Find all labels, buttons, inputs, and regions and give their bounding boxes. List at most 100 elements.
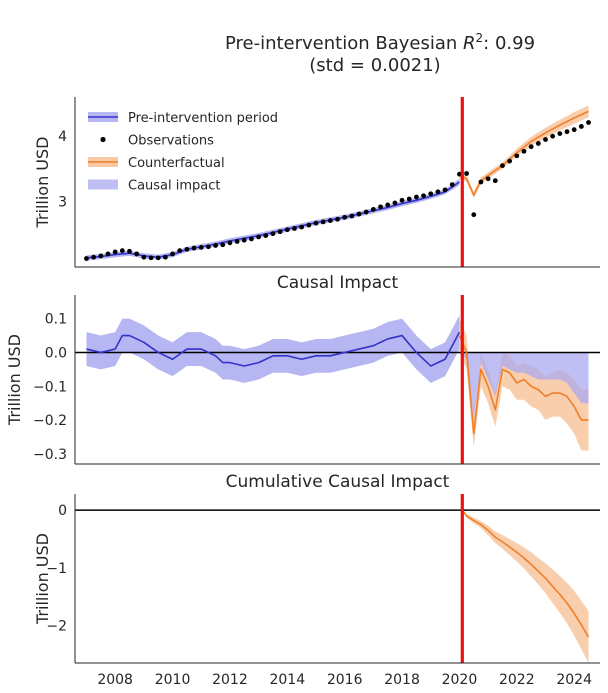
observation-point: [320, 219, 326, 225]
x-tick-label: 2008: [97, 672, 133, 688]
observation-point: [119, 248, 125, 254]
observation-point: [586, 120, 591, 125]
observation-point: [292, 226, 297, 231]
observation-point: [471, 212, 477, 218]
x-tick-label: 2016: [327, 672, 363, 688]
observation-point: [134, 251, 140, 257]
fit-band: [86, 315, 460, 383]
observation-point: [112, 249, 118, 255]
figure-title-line1: Pre-intervention Bayesian R2: 0.99: [225, 31, 535, 54]
observation-point: [313, 220, 319, 226]
observation-point: [535, 141, 541, 146]
x-tick-label: 2024: [556, 672, 592, 688]
legend-label: Counterfactual: [128, 156, 225, 171]
y-tick-label: 3: [58, 195, 67, 211]
y-tick-label: −0.3: [33, 447, 67, 463]
observation-point: [141, 254, 147, 260]
fit-line: [86, 331, 461, 367]
observation-point: [206, 244, 211, 250]
observation-point: [370, 207, 376, 212]
title-suffix: : 0.99: [483, 33, 535, 54]
title-superscript: 2: [476, 31, 484, 45]
observation-point: [514, 153, 520, 159]
observation-point: [249, 236, 254, 242]
observation-point: [543, 137, 548, 142]
y-tick-label: 4: [58, 129, 67, 145]
counterfactual-band: [462, 510, 589, 663]
observation-point: [327, 218, 333, 223]
x-tick-label: 2012: [212, 672, 248, 688]
y-tick-label: 0.0: [45, 345, 67, 361]
observation-point: [392, 200, 398, 206]
y-tick-label: −1: [46, 561, 67, 577]
observation-point: [413, 194, 419, 200]
observation-point: [578, 124, 584, 129]
observation-point: [98, 253, 104, 259]
observation-point: [464, 171, 469, 176]
panel-3: Cumulative Causal Impact −2 −1 0 Trillion US…: [33, 472, 600, 688]
observation-point: [363, 209, 369, 215]
legend-label: Observations: [128, 134, 214, 149]
observation-point: [263, 233, 269, 239]
y-axis-label: Trillion USD: [5, 334, 24, 426]
panel-1: 3 4 Trillion USD Pre-intervention period Obs…: [33, 97, 600, 268]
observation-point: [399, 197, 405, 203]
observation-point: [342, 214, 348, 220]
legend-swatch-impact-band: [88, 179, 118, 190]
observation-point: [478, 179, 484, 185]
y-tick-label: −0.2: [33, 413, 67, 429]
observation-point: [385, 202, 391, 208]
panel-2: Causal Impact −0.3 −0.2 −0.1 0.0 0.1 Trillion …: [5, 273, 600, 465]
observation-point: [148, 255, 154, 261]
observation-point: [84, 256, 89, 261]
title-r-symbol: R: [463, 33, 476, 54]
observation-point: [220, 242, 226, 248]
legend-label: Causal impact: [128, 179, 221, 194]
observation-point: [256, 234, 262, 240]
y-tick-label: −0.1: [33, 379, 67, 395]
observation-point: [198, 244, 204, 250]
observation-point: [270, 231, 276, 237]
counterfactual-band: [459, 318, 589, 451]
observation-point: [234, 239, 240, 244]
observation-point: [550, 133, 556, 139]
observation-point: [485, 176, 491, 182]
x-tick-label: 2014: [269, 672, 305, 688]
observation-point: [170, 251, 175, 257]
x-tick-label: 2020: [442, 672, 478, 688]
observation-point: [507, 158, 513, 164]
y-tick-label: −2: [46, 619, 67, 635]
y-tick-label: 0: [58, 503, 67, 519]
observation-point: [521, 148, 527, 154]
counterfactual-band: [459, 105, 589, 199]
observation-point: [155, 255, 161, 261]
observation-point: [184, 246, 190, 252]
observation-point: [421, 193, 426, 199]
observation-point: [191, 245, 197, 251]
counterfactual-line: [461, 509, 590, 638]
observation-point: [528, 144, 534, 150]
observation-point: [105, 251, 111, 257]
figure-title-line2: (std = 0.0021): [309, 55, 440, 76]
observation-point: [213, 243, 218, 248]
observation-point: [277, 229, 283, 235]
counterfactual-line: [458, 335, 589, 435]
observation-point: [457, 171, 462, 177]
title-prefix: Pre-intervention Bayesian: [225, 33, 463, 54]
x-tick-label: 2022: [499, 672, 535, 688]
legend-swatch-observation: [100, 136, 106, 143]
x-tick-label: 2010: [155, 672, 191, 688]
panel-title: Cumulative Causal Impact: [226, 472, 450, 492]
panels: 3 4 Trillion USD Pre-intervention period Obs…: [5, 97, 600, 688]
observation-point: [227, 240, 233, 246]
observation-point: [442, 187, 448, 193]
observation-point: [162, 254, 168, 260]
observation-point: [492, 178, 498, 184]
observation-point: [571, 127, 577, 133]
observation-point: [500, 163, 505, 169]
observation-point: [306, 222, 312, 228]
causal-impact-band: [459, 352, 589, 421]
legend-label: Pre-intervention period: [128, 111, 278, 126]
observation-point: [284, 227, 290, 233]
